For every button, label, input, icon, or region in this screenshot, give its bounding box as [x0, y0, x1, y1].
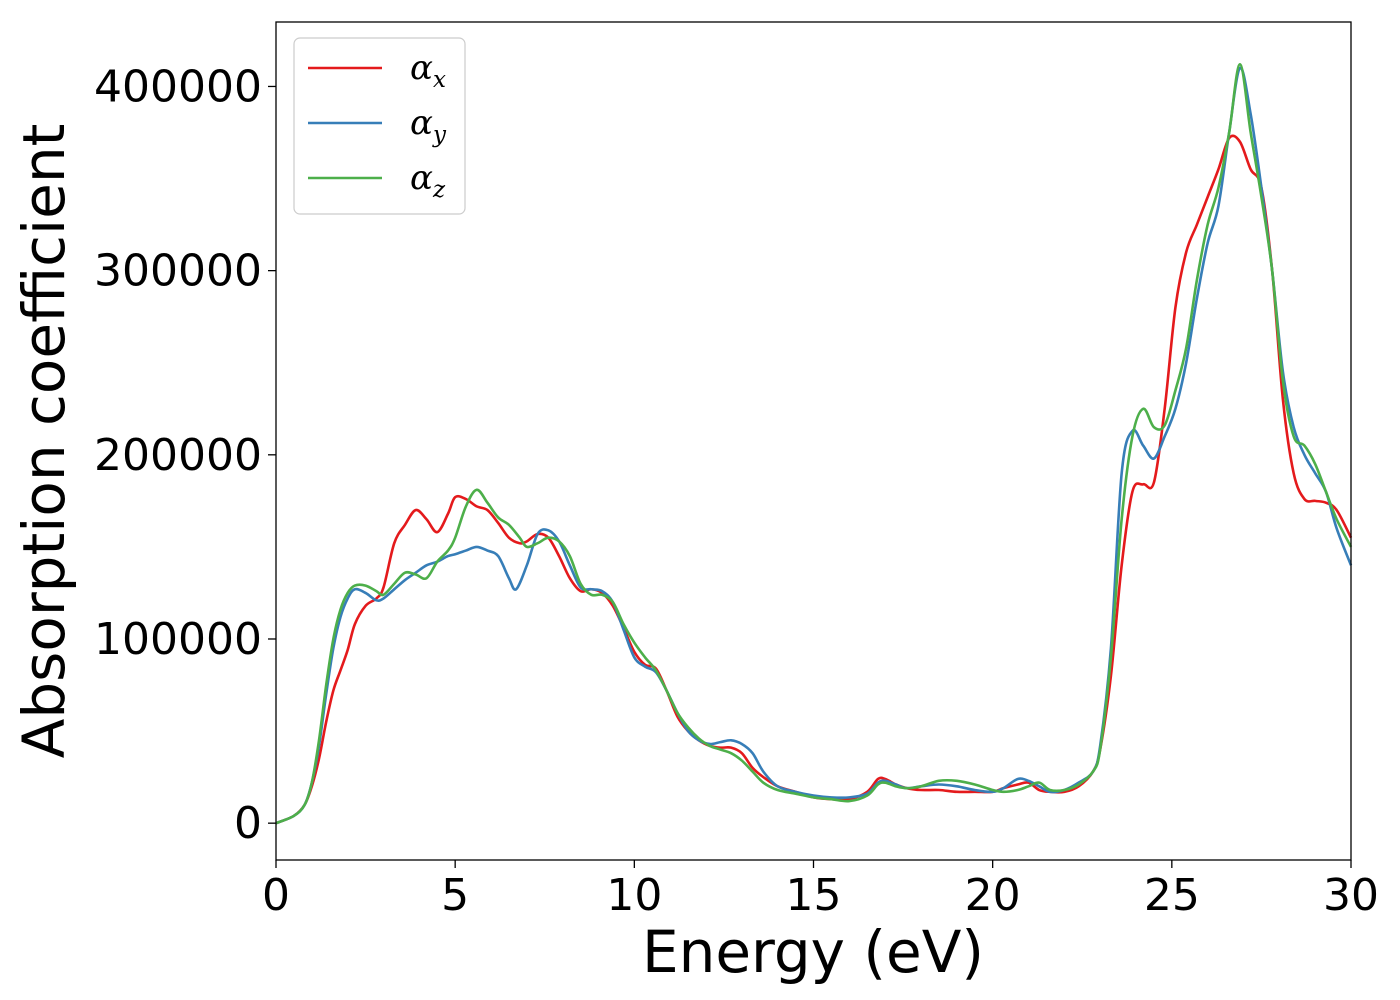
x-tick-label: 30	[1323, 870, 1379, 921]
x-tick-label: 5	[441, 870, 469, 921]
x-tick-label: 20	[965, 870, 1021, 921]
x-axis: 0 5 10 15 20 25 30	[262, 860, 1379, 921]
y-axis: 0 100000 200000 300000 400000	[94, 61, 276, 849]
legend: αx αy αz	[293, 37, 466, 215]
series-line-2	[275, 66, 1353, 825]
y-tick-label: 300000	[94, 246, 262, 297]
y-tick-label: 0	[234, 798, 262, 849]
series-line-3	[275, 63, 1353, 825]
legend-label-2: αy	[410, 103, 447, 148]
x-axis-label: Energy (eV)	[642, 918, 984, 986]
series-line-1	[275, 134, 1353, 825]
y-tick-label: 200000	[94, 430, 262, 481]
y-axis-label: Absorption coefficient	[10, 124, 78, 759]
x-tick-label: 25	[1144, 870, 1200, 921]
legend-entries: αx αy αz	[308, 48, 447, 203]
series-layer	[275, 63, 1353, 825]
legend-box	[293, 37, 466, 215]
legend-label-1: αx	[410, 48, 446, 93]
x-tick-label: 10	[606, 870, 662, 921]
y-tick-label: 100000	[94, 614, 262, 665]
y-tick-label: 400000	[94, 61, 262, 112]
legend-label-3: αz	[410, 158, 446, 203]
x-tick-label: 0	[262, 870, 290, 921]
x-tick-label: 15	[786, 870, 842, 921]
